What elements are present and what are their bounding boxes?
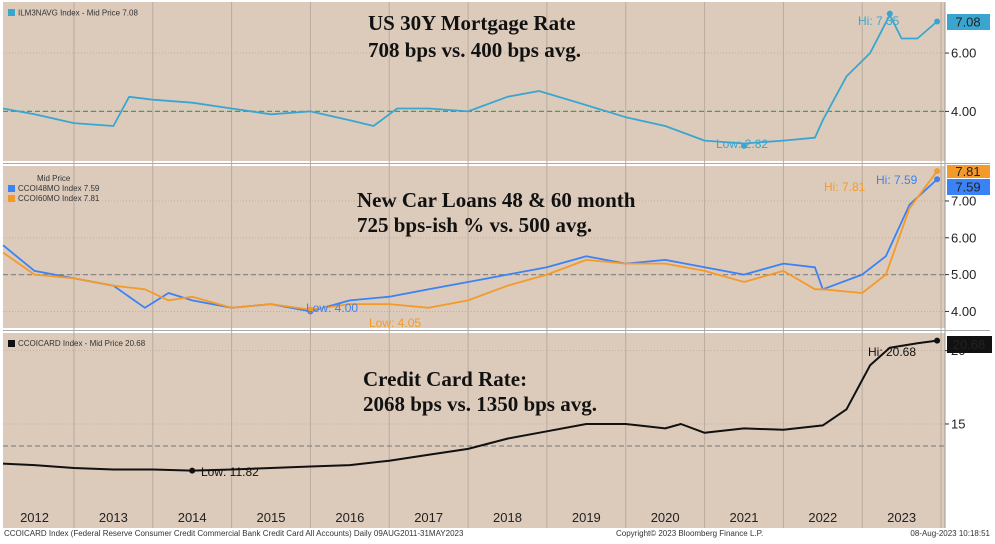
mortgage-y-tick-label: 4.00 bbox=[951, 104, 976, 119]
x-tick-label: 2021 bbox=[730, 510, 759, 525]
car-last-marker-0 bbox=[934, 176, 941, 183]
x-axis-band bbox=[3, 490, 945, 528]
x-tick-label: 2014 bbox=[178, 510, 207, 525]
mortgage-panel bbox=[3, 2, 945, 161]
car60-low-label: Low: 4.05 bbox=[369, 316, 421, 330]
car-title: New Car Loans 48 & 60 month bbox=[357, 188, 636, 212]
mortgage-hi-label: Hi: 7.35 bbox=[858, 14, 900, 28]
car-y-tick-label: 4.00 bbox=[951, 304, 976, 319]
x-tick-label: 2018 bbox=[493, 510, 522, 525]
car60-hi-label: Hi: 7.81 bbox=[824, 180, 866, 194]
x-tick-label: 2023 bbox=[887, 510, 916, 525]
mortgage-low-marker bbox=[740, 142, 747, 149]
car48-legend: CCOI48MO Index 7.59 bbox=[18, 184, 100, 193]
car-series-line-1 bbox=[2, 170, 938, 311]
mortgage-legend-swatch bbox=[8, 9, 15, 16]
car48-hi-label: Hi: 7.59 bbox=[876, 173, 918, 187]
grid-layer bbox=[3, 2, 945, 528]
car-last-marker-1 bbox=[934, 168, 941, 175]
card-series-line-0 bbox=[2, 339, 938, 472]
mortgage-low-label: Low: 2.82 bbox=[716, 137, 768, 151]
car-subtitle: 725 bps-ish % vs. 500 avg. bbox=[357, 213, 592, 237]
card-legend: CCOICARD Index - Mid Price 20.68 bbox=[18, 339, 146, 348]
car60-legend: CCOI60MO Index 7.81 bbox=[18, 194, 100, 203]
x-tick-label: 2017 bbox=[414, 510, 443, 525]
card-legend-swatch bbox=[8, 340, 15, 347]
x-tick-label: 2013 bbox=[99, 510, 128, 525]
car-legend-header: Mid Price bbox=[37, 174, 71, 183]
mortgage-title: US 30Y Mortgage Rate bbox=[368, 11, 575, 35]
mortgage-subtitle: 708 bps vs. 400 bps avg. bbox=[368, 38, 581, 62]
card-y-tick-label: 15 bbox=[951, 416, 965, 431]
car60-last-badge bbox=[947, 165, 990, 178]
x-tick-label: 2016 bbox=[335, 510, 364, 525]
car48-legend-swatch bbox=[8, 185, 15, 192]
card-title: Credit Card Rate: bbox=[363, 367, 527, 391]
mortgage-last-value: 7.08 bbox=[955, 15, 980, 30]
x-tick-label: 2022 bbox=[808, 510, 837, 525]
card-low-marker bbox=[189, 467, 196, 474]
mortgage-last-badge bbox=[947, 14, 990, 30]
car48-last-badge bbox=[947, 179, 990, 195]
card-last-marker-0 bbox=[934, 337, 941, 344]
car48-last-value: 7.59 bbox=[955, 180, 980, 195]
card-last-value: 20.68 bbox=[953, 337, 986, 352]
footer-timestamp: 08-Aug-2023 10:18:51 bbox=[910, 529, 990, 538]
car60-last-value: 7.81 bbox=[955, 164, 980, 179]
footer-copyright: Copyright© 2023 Bloomberg Finance L.P. bbox=[616, 529, 763, 538]
card-low-label: Low: 11.82 bbox=[201, 465, 259, 479]
mortgage-legend: ILM3NAVG Index - Mid Price 7.08 bbox=[18, 9, 138, 18]
x-tick-label: 2020 bbox=[651, 510, 680, 525]
footer-source: CCOICARD Index (Federal Reserve Consumer… bbox=[4, 529, 464, 538]
mortgage-y-tick-label: 6.00 bbox=[951, 46, 976, 61]
car-series-line-0 bbox=[2, 178, 938, 313]
car48-low-label: Low: 4.00 bbox=[306, 301, 358, 315]
card-hi-label: Hi: 20.68 bbox=[868, 345, 916, 359]
x-tick-label: 2019 bbox=[572, 510, 601, 525]
card-subtitle: 2068 bps vs. 1350 bps avg. bbox=[363, 392, 597, 416]
mortgage-hi-marker bbox=[886, 10, 893, 17]
mortgage-last-marker-0 bbox=[934, 18, 941, 25]
car60-low-marker bbox=[307, 306, 314, 313]
card-last-badge bbox=[947, 336, 992, 353]
credit-card-panel bbox=[3, 333, 945, 490]
car60-legend-swatch bbox=[8, 195, 15, 202]
mortgage-series-line-0 bbox=[2, 14, 938, 145]
x-tick-label: 2015 bbox=[257, 510, 286, 525]
x-tick-label: 2012 bbox=[20, 510, 49, 525]
car-y-tick-label: 6.00 bbox=[951, 230, 976, 245]
car-y-tick-label: 7.00 bbox=[951, 193, 976, 208]
car-loan-panel bbox=[3, 166, 945, 328]
series-layer bbox=[2, 10, 941, 474]
car-y-tick-label: 5.00 bbox=[951, 267, 976, 282]
